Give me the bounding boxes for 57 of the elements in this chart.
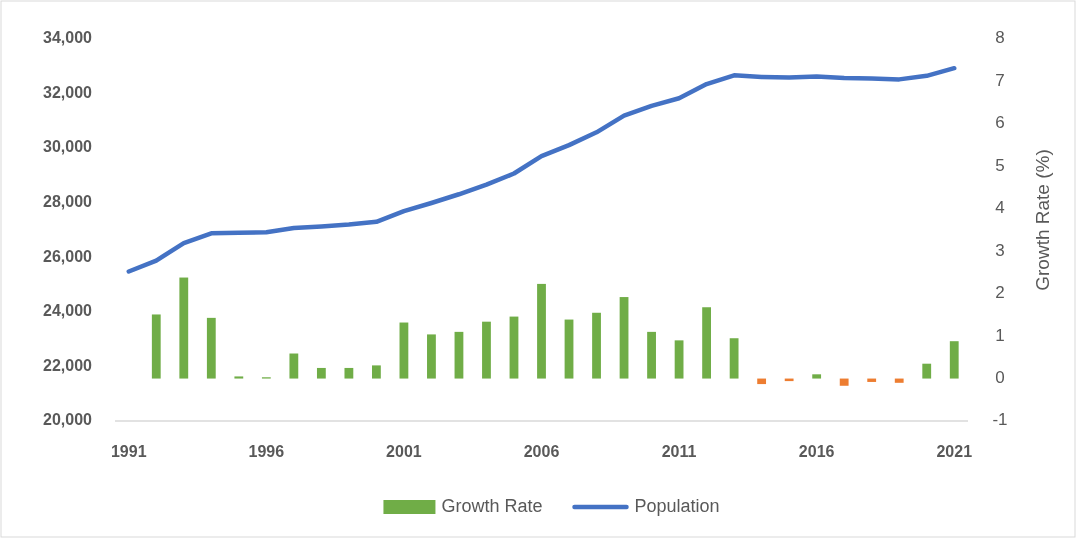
legend-label: Population — [634, 495, 720, 516]
x-tick-label: 2016 — [798, 443, 835, 461]
bar — [592, 312, 601, 379]
bar — [949, 341, 959, 379]
bar — [151, 314, 161, 379]
y-tick-label: 32,000 — [43, 83, 93, 101]
y2-tick-label: 0 — [995, 368, 1005, 388]
x-tick-label: 2021 — [936, 443, 973, 461]
y-tick-label: 22,000 — [43, 356, 93, 374]
bar — [702, 307, 711, 379]
y2-tick-label: 2 — [995, 283, 1005, 303]
bar — [179, 277, 189, 379]
y-tick-label: 34,000 — [43, 29, 93, 47]
y2-tick-label: 3 — [995, 240, 1005, 260]
y2-tick-label: 6 — [995, 113, 1005, 133]
bar — [509, 316, 519, 379]
y2-tick-label: 1 — [995, 325, 1005, 345]
bar — [316, 367, 326, 379]
y2-tick-label: 8 — [995, 28, 1005, 48]
bar — [674, 340, 684, 379]
y2-tick-label: -1 — [992, 410, 1008, 430]
y2-tick-label: 4 — [995, 198, 1005, 218]
y-tick-label: 26,000 — [43, 247, 93, 265]
y2-axis-title: Growth Rate (%) — [1032, 149, 1054, 291]
bar — [812, 374, 822, 379]
bar — [399, 322, 409, 379]
x-tick-label: 2011 — [661, 443, 697, 461]
y-tick-label: 28,000 — [43, 192, 93, 210]
bar — [839, 378, 849, 386]
bar — [564, 319, 574, 379]
bar — [619, 297, 629, 379]
bar — [894, 378, 904, 383]
line-series — [126, 65, 957, 274]
bar — [922, 363, 932, 379]
y2-tick-label: 7 — [995, 70, 1005, 90]
bar — [289, 353, 299, 379]
y-tick-label: 24,000 — [43, 302, 93, 320]
bar — [454, 331, 464, 379]
y-tick-label: 30,000 — [43, 138, 93, 156]
bar — [427, 334, 436, 379]
bar — [537, 283, 546, 379]
x-tick-label: 1996 — [248, 443, 285, 461]
legend-label: Growth Rate — [441, 495, 543, 516]
bar — [867, 378, 877, 382]
bar — [482, 321, 491, 379]
bar — [234, 376, 244, 379]
y-tick-label: 20,000 — [43, 411, 93, 429]
bar — [372, 365, 381, 379]
bar — [344, 367, 354, 379]
bar — [647, 331, 656, 379]
x-tick-label: 2006 — [523, 443, 560, 461]
bar — [757, 378, 767, 385]
y2-tick-label: 5 — [995, 155, 1005, 175]
x-tick-label: 1991 — [110, 443, 147, 461]
bar — [206, 317, 216, 379]
x-tick-label: 2001 — [386, 443, 422, 461]
bar — [729, 338, 739, 379]
